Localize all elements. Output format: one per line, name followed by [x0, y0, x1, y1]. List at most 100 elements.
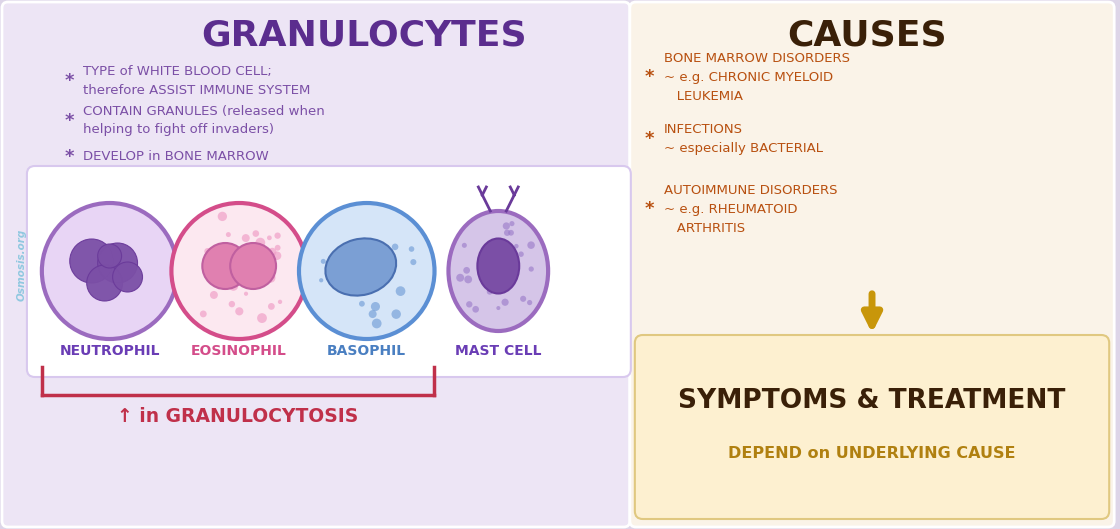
Circle shape [488, 281, 494, 287]
Circle shape [372, 271, 377, 277]
Circle shape [363, 238, 367, 242]
Circle shape [368, 310, 376, 318]
Text: TYPE of WHITE BLOOD CELL;
therefore ASSIST IMMUNE SYSTEM: TYPE of WHITE BLOOD CELL; therefore ASSI… [83, 66, 310, 96]
Text: BONE MARROW DISORDERS
~ e.g. CHRONIC MYELOID
   LEUKEMIA: BONE MARROW DISORDERS ~ e.g. CHRONIC MYE… [664, 51, 850, 103]
Circle shape [268, 272, 276, 279]
Circle shape [86, 265, 122, 301]
Circle shape [376, 258, 384, 266]
FancyBboxPatch shape [2, 2, 629, 527]
Circle shape [368, 281, 377, 290]
Text: ↑ in GRANULOCYTOSIS: ↑ in GRANULOCYTOSIS [116, 407, 357, 426]
Circle shape [528, 300, 532, 305]
Circle shape [268, 303, 274, 310]
Circle shape [514, 244, 519, 249]
Circle shape [504, 230, 511, 236]
Circle shape [319, 278, 324, 282]
Circle shape [235, 307, 243, 315]
Circle shape [299, 203, 435, 339]
Circle shape [461, 243, 467, 248]
Circle shape [267, 252, 273, 259]
Ellipse shape [477, 239, 520, 294]
FancyBboxPatch shape [27, 166, 631, 377]
Text: GRANULOCYTES: GRANULOCYTES [200, 18, 526, 52]
Ellipse shape [448, 211, 548, 331]
Circle shape [209, 291, 218, 299]
Text: CAUSES: CAUSES [787, 18, 946, 52]
Circle shape [273, 251, 281, 260]
Circle shape [520, 296, 526, 302]
Circle shape [267, 235, 272, 240]
Text: INFECTIONS
~ especially BACTERIAL: INFECTIONS ~ especially BACTERIAL [664, 123, 823, 155]
Circle shape [508, 230, 514, 236]
Text: *: * [65, 112, 75, 130]
Circle shape [361, 267, 370, 277]
Circle shape [510, 221, 514, 226]
Circle shape [199, 311, 207, 317]
Text: *: * [645, 130, 654, 148]
Circle shape [529, 267, 534, 272]
Text: *: * [65, 148, 75, 166]
Circle shape [456, 274, 464, 282]
Circle shape [262, 273, 268, 278]
Circle shape [372, 318, 382, 329]
Circle shape [494, 239, 497, 243]
Circle shape [278, 300, 282, 304]
Circle shape [473, 306, 479, 313]
Text: CONTAIN GRANULES (released when
helping to fight off invaders): CONTAIN GRANULES (released when helping … [83, 105, 325, 136]
Circle shape [231, 243, 276, 289]
Circle shape [274, 245, 281, 251]
Circle shape [395, 286, 405, 296]
Circle shape [388, 273, 393, 279]
Text: EOSINOPHIL: EOSINOPHIL [192, 344, 287, 358]
Circle shape [267, 273, 276, 282]
Text: DEPEND on UNDERLYING CAUSE: DEPEND on UNDERLYING CAUSE [728, 446, 1016, 461]
Circle shape [502, 298, 508, 306]
Circle shape [41, 203, 177, 339]
Circle shape [69, 239, 113, 283]
Circle shape [252, 230, 259, 237]
Circle shape [410, 259, 417, 265]
Circle shape [392, 243, 399, 250]
Circle shape [360, 301, 365, 307]
Circle shape [345, 266, 352, 272]
Ellipse shape [326, 239, 396, 296]
Text: BASOPHIL: BASOPHIL [327, 344, 407, 358]
Text: SYMPTOMS & TREATMENT: SYMPTOMS & TREATMENT [679, 388, 1066, 414]
Circle shape [269, 248, 277, 256]
Circle shape [204, 248, 211, 254]
Text: MAST CELL: MAST CELL [455, 344, 542, 358]
Text: *: * [645, 200, 654, 218]
Circle shape [216, 282, 223, 289]
Circle shape [503, 222, 510, 230]
Circle shape [465, 276, 473, 284]
Text: *: * [645, 68, 654, 86]
FancyBboxPatch shape [629, 2, 1114, 527]
Circle shape [392, 309, 401, 319]
Circle shape [242, 234, 250, 242]
Circle shape [205, 262, 209, 267]
Circle shape [364, 287, 368, 292]
Circle shape [203, 243, 249, 289]
Circle shape [213, 248, 217, 252]
Circle shape [409, 246, 414, 252]
Circle shape [97, 243, 138, 283]
Circle shape [97, 244, 122, 268]
Circle shape [228, 281, 239, 291]
Circle shape [255, 238, 265, 248]
Text: *: * [65, 72, 75, 90]
Circle shape [244, 291, 249, 296]
Circle shape [528, 241, 535, 249]
Circle shape [371, 302, 380, 311]
Circle shape [252, 285, 256, 289]
Circle shape [226, 232, 231, 237]
Circle shape [255, 271, 262, 278]
Text: Osmosis.org: Osmosis.org [17, 229, 27, 301]
Text: AUTOIMMUNE DISORDERS
~ e.g. RHEUMATOID
   ARTHRITIS: AUTOIMMUNE DISORDERS ~ e.g. RHEUMATOID A… [664, 184, 838, 234]
Circle shape [228, 301, 235, 307]
Circle shape [258, 313, 267, 323]
FancyBboxPatch shape [635, 335, 1109, 519]
Circle shape [466, 301, 473, 307]
Circle shape [230, 282, 236, 288]
Text: DEVELOP in BONE MARROW: DEVELOP in BONE MARROW [83, 150, 269, 163]
Circle shape [519, 251, 524, 257]
